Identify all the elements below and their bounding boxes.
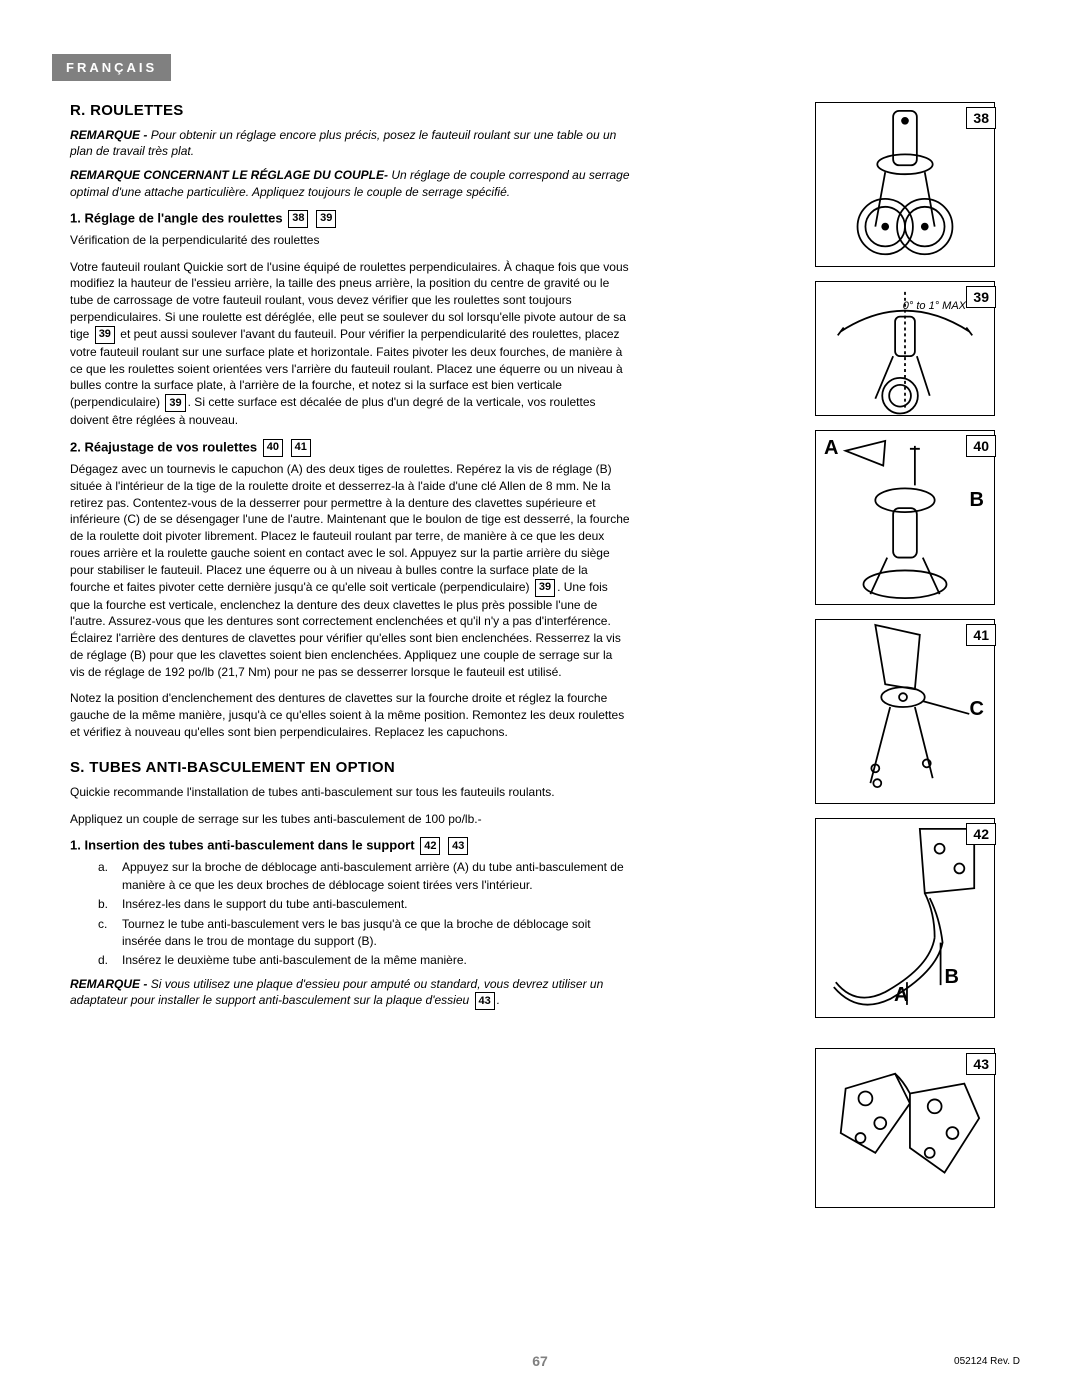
list-text: Appuyez sur la broche de déblocage anti-…: [122, 859, 630, 894]
paragraph-r3: Notez la position d'enclenchement des de…: [70, 690, 630, 740]
list-letter: c.: [98, 916, 122, 951]
remark-s-label: REMARQUE -: [70, 977, 147, 991]
figure-column: 38 39 0° to 1° MAX: [655, 102, 1000, 1222]
figure-number: 41: [966, 624, 996, 646]
subsection-r2: 2. Réajustage de vos roulettes 40 41: [70, 439, 630, 457]
figure-42: 42 A B: [815, 818, 995, 1018]
subsection-r2-title: 2. Réajustage de vos roulettes: [70, 439, 257, 454]
label-b: B: [970, 489, 984, 512]
figure-38: 38: [815, 102, 995, 267]
remark-2-label: REMARQUE CONCERNANT LE RÉGLAGE DU COUPLE…: [70, 168, 388, 182]
list-text: Insérez-les dans le support du tube anti…: [122, 896, 630, 913]
label-b: B: [945, 966, 959, 989]
remark-s-body: Si vous utilisez une plaque d'essieu pou…: [70, 977, 603, 1007]
list-text: Insérez le deuxième tube anti-basculemen…: [122, 952, 630, 969]
figure-ref: 43: [475, 992, 495, 1010]
text: Dégagez avec un tournevis le capuchon (A…: [70, 462, 630, 594]
figure-ref: 41: [291, 439, 311, 457]
figure-number: 38: [966, 107, 996, 129]
figure-ref: 39: [165, 394, 185, 412]
figure-39: 39 0° to 1° MAX: [815, 281, 995, 416]
list-text: Tournez le tube anti-basculement vers le…: [122, 916, 630, 951]
figure-number: 40: [966, 435, 996, 457]
figure-ref: 38: [288, 210, 308, 228]
remark-1-body: Pour obtenir un réglage encore plus préc…: [70, 128, 616, 158]
list-item: b.Insérez-les dans le support du tube an…: [98, 896, 630, 913]
figure-ref: 39: [316, 210, 336, 228]
figure-41: 41 C: [815, 619, 995, 804]
figure-number: 43: [966, 1053, 996, 1075]
list-letter: b.: [98, 896, 122, 913]
section-s-title: S. TUBES ANTI-BASCULEMENT EN OPTION: [70, 759, 630, 776]
label-a: A: [824, 437, 838, 460]
label-a: A: [894, 984, 908, 1007]
list-letter: d.: [98, 952, 122, 969]
instruction-list: a.Appuyez sur la broche de déblocage ant…: [98, 859, 630, 969]
subsection-s1: 1. Insertion des tubes anti-basculement …: [70, 837, 630, 855]
paragraph-s2: Appliquez un couple de serrage sur les t…: [70, 811, 630, 828]
remark-s-body-end: .: [497, 993, 500, 1007]
figure-40: 40 A B: [815, 430, 995, 605]
paragraph-r2: Dégagez avec un tournevis le capuchon (A…: [70, 461, 630, 681]
verification-line: Vérification de la perpendicularité des …: [70, 232, 630, 249]
revision-code: 052124 Rev. D: [954, 1356, 1020, 1367]
page-number: 67: [532, 1353, 548, 1369]
remark-1-label: REMARQUE -: [70, 128, 147, 142]
paragraph-r1: Votre fauteuil roulant Quickie sort de l…: [70, 259, 630, 429]
caster-fork-icon: [816, 620, 994, 803]
list-item: a.Appuyez sur la broche de déblocage ant…: [98, 859, 630, 894]
figure-39-caption: 0° to 1° MAX: [903, 300, 966, 312]
figure-ref: 39: [535, 579, 555, 597]
figure-ref: 43: [448, 837, 468, 855]
section-r-title: R. ROULETTES: [70, 102, 630, 119]
list-item: d.Insérez le deuxième tube anti-basculem…: [98, 952, 630, 969]
remark-s: REMARQUE - Si vous utilisez une plaque d…: [70, 976, 630, 1010]
figure-ref: 40: [263, 439, 283, 457]
subsection-r1: 1. Réglage de l'angle des roulettes 38 3…: [70, 210, 630, 228]
figure-43: 43: [815, 1048, 995, 1208]
paragraph-s1: Quickie recommande l'installation de tub…: [70, 784, 630, 801]
figure-ref: 42: [420, 837, 440, 855]
figure-number: 42: [966, 823, 996, 845]
list-item: c.Tournez le tube anti-basculement vers …: [98, 916, 630, 951]
label-c: C: [970, 698, 984, 721]
remark-1: REMARQUE - Pour obtenir un réglage encor…: [70, 127, 630, 159]
figure-ref: 39: [95, 326, 115, 344]
remark-2: REMARQUE CONCERNANT LE RÉGLAGE DU COUPLE…: [70, 167, 630, 199]
subsection-r1-title: 1. Réglage de l'angle des roulettes: [70, 210, 283, 225]
language-tab: FRANÇAIS: [52, 54, 171, 81]
main-text-column: R. ROULETTES REMARQUE - Pour obtenir un …: [70, 102, 630, 1018]
figure-number: 39: [966, 286, 996, 308]
list-letter: a.: [98, 859, 122, 894]
subsection-s1-title: 1. Insertion des tubes anti-basculement …: [70, 838, 415, 853]
